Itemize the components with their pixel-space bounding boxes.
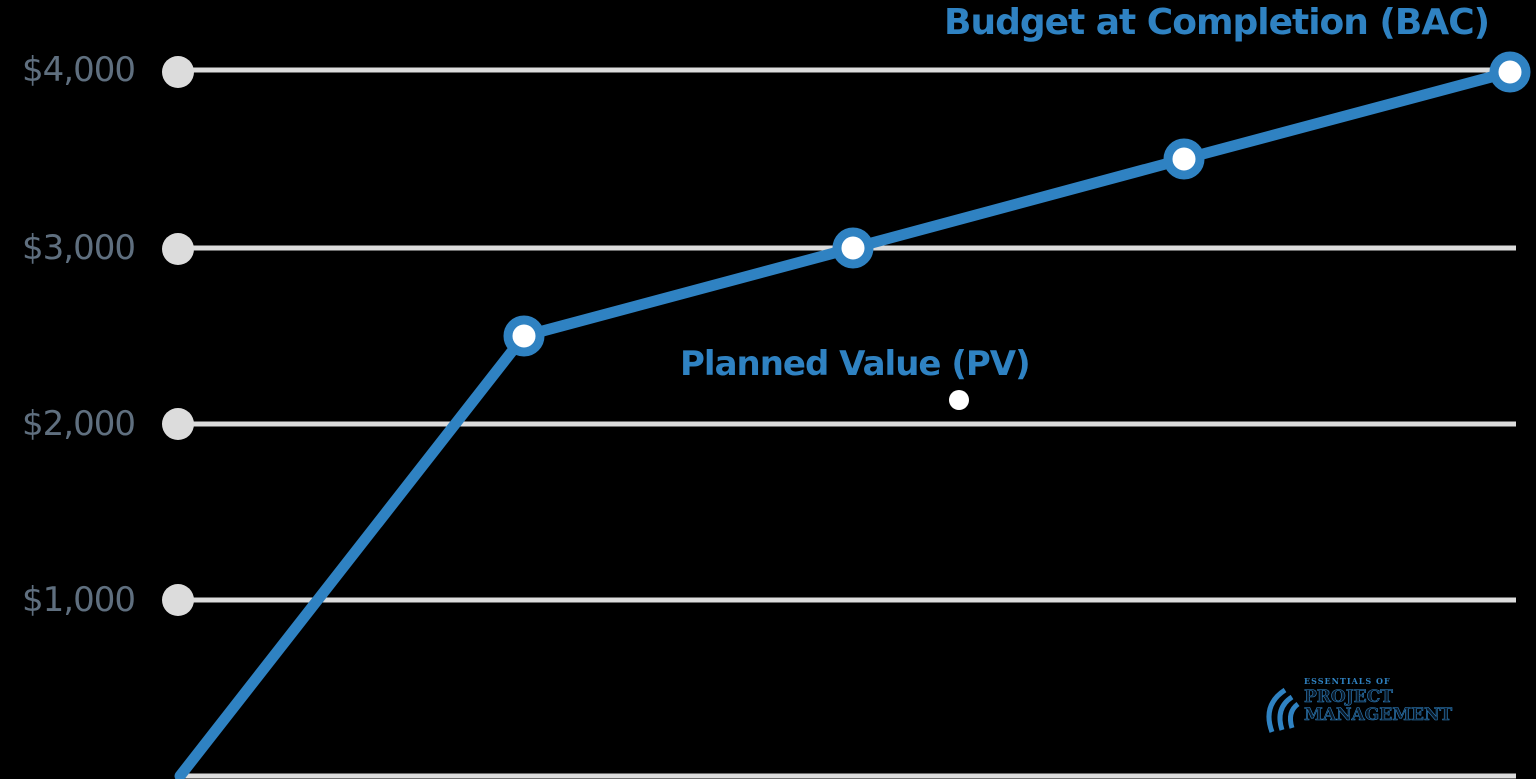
logo-line2: MANAGEMENT bbox=[1304, 705, 1453, 725]
y-tick-label-2000: $2,000 bbox=[22, 404, 136, 444]
tick-dot bbox=[162, 56, 194, 88]
logo-tagline: ESSENTIALS OF bbox=[1304, 676, 1391, 686]
data-points bbox=[503, 51, 1531, 357]
tick-dot bbox=[162, 408, 194, 440]
pv-label: Planned Value (PV) bbox=[680, 344, 1031, 384]
bac-label: Budget at Completion (BAC) bbox=[944, 2, 1490, 43]
y-tick-label-3000: $3,000 bbox=[22, 228, 136, 268]
logo-line1: PROJECT bbox=[1304, 687, 1394, 707]
y-tick-label-1000: $1,000 bbox=[22, 580, 136, 620]
gridlines bbox=[178, 67, 1516, 779]
tick-dots bbox=[162, 56, 194, 616]
data-point[interactable] bbox=[503, 315, 545, 357]
data-point-bac[interactable] bbox=[1489, 51, 1531, 93]
y-tick-label-4000: $4,000 bbox=[22, 50, 136, 90]
pv-marker-dot bbox=[949, 390, 969, 410]
data-point[interactable] bbox=[832, 227, 874, 269]
tick-dot bbox=[162, 233, 194, 265]
tick-dot bbox=[162, 584, 194, 616]
logo-swoosh-icon bbox=[1266, 687, 1300, 733]
logo: ESSENTIALS OF PROJECT MANAGEMENT bbox=[1256, 672, 1486, 742]
data-point[interactable] bbox=[1163, 138, 1205, 180]
